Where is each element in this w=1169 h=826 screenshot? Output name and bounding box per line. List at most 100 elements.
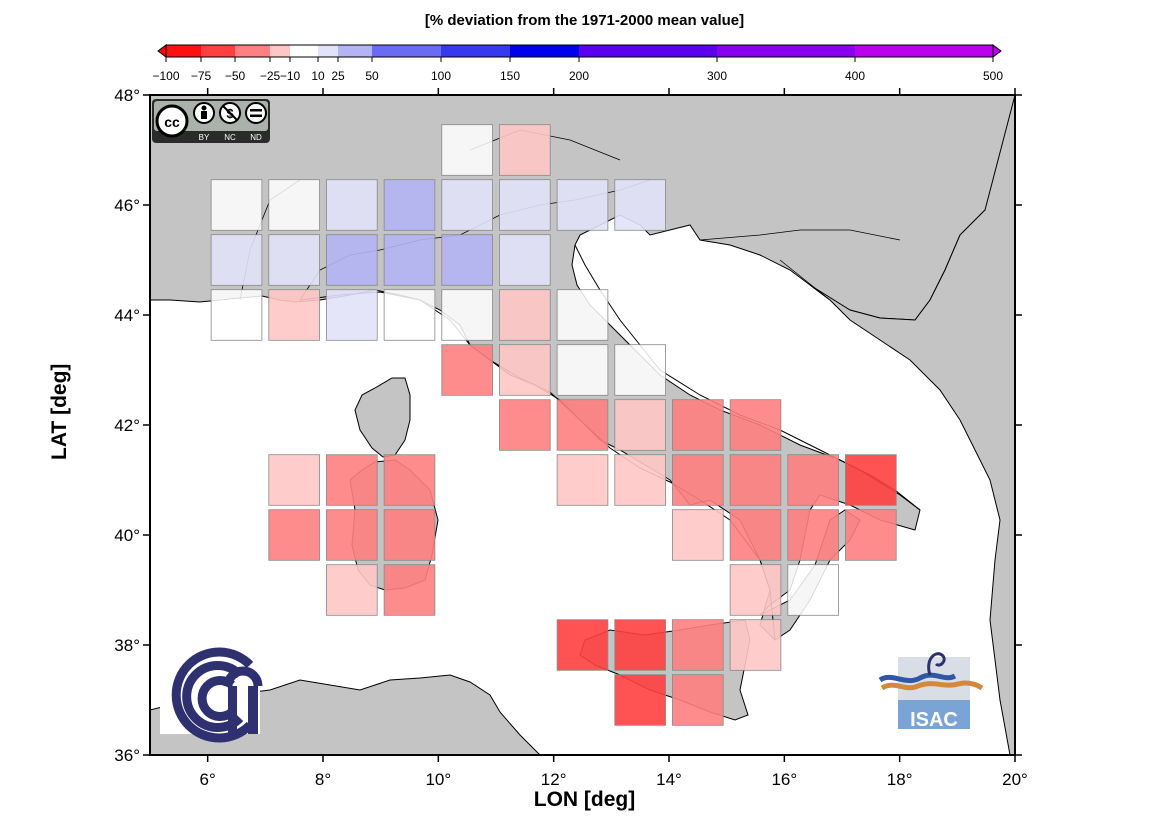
grid-cell (672, 399, 724, 451)
x-tick-label: 14° (656, 770, 682, 789)
colorbar-bin (855, 45, 993, 57)
grid-cell (499, 179, 551, 231)
grid-cell (268, 454, 320, 506)
grid-cell (672, 674, 724, 726)
grid-cell (441, 179, 493, 231)
grid-cell (556, 289, 609, 341)
x-tick-label: 6° (200, 770, 216, 789)
grid-cell (614, 619, 666, 671)
grid-cell (326, 454, 378, 506)
colorbar-tick-label: −10 (280, 69, 301, 83)
x-tick-label: 8° (315, 770, 331, 789)
grid-cell (614, 454, 666, 506)
grid-cell (268, 234, 320, 286)
grid-cell (729, 564, 782, 616)
colorbar-tick-label: −100 (152, 69, 179, 83)
grid-cell (499, 289, 551, 341)
colorbar-bin (372, 45, 441, 57)
colorbar-tick-label: 50 (365, 69, 379, 83)
grid-cell (383, 564, 436, 616)
grid-cell (268, 509, 320, 561)
grid-cell (729, 619, 782, 671)
map-axes: 6° 8° 10° 12° 14° 16° 18° 20° 36° 38° 40° 42° 44° 46°… (114, 86, 1028, 789)
grid-cell (383, 179, 436, 231)
grid-cell (787, 454, 839, 506)
x-tick-label: 18° (887, 770, 913, 789)
colorbar-bin (201, 45, 235, 57)
cc-term-nc: NC (224, 133, 236, 142)
y-tick-label: 46° (114, 196, 140, 215)
cc-term-by: BY (199, 133, 210, 142)
colorbar-bin (510, 45, 579, 57)
grid-cell (672, 509, 724, 561)
grid-cell (268, 179, 320, 231)
grid-cell (499, 399, 551, 451)
grid-cell (845, 454, 897, 506)
grid-cell (787, 564, 839, 616)
grid-cell (441, 124, 493, 176)
grid-cell (383, 454, 436, 506)
grid-cell (729, 399, 782, 451)
colorbar-tick-label: 150 (500, 69, 520, 83)
y-tick-label: 38° (114, 636, 140, 655)
colorbar-bin (270, 45, 290, 57)
colorbar-tick-label: 100 (431, 69, 451, 83)
colorbar: −100 −75 −50 −25 −10 10 25 50 100 150 200 300 400 500 (152, 44, 1003, 83)
cc-license-badge: cc $ BY NC ND (152, 99, 270, 143)
island-corsica (354, 377, 411, 458)
grid-cell (556, 454, 609, 506)
colorbar-tick-label: 400 (845, 69, 865, 83)
grid-cell (614, 179, 666, 231)
cc-term-nd: ND (250, 133, 262, 142)
grid-cell (210, 179, 263, 231)
grid-cell (556, 399, 609, 451)
grid-cell (499, 344, 551, 396)
grid-cell (845, 509, 897, 561)
cnr-logo (160, 647, 263, 743)
grid-cell (441, 289, 493, 341)
grid-cell (383, 234, 436, 286)
x-tick-label: 16° (771, 770, 797, 789)
grid-cell (268, 289, 320, 341)
grid-cell (614, 344, 666, 396)
grid-cell (499, 124, 551, 176)
cc-icon (155, 104, 189, 138)
cc-label: cc (164, 114, 180, 130)
grid-cell (210, 289, 263, 341)
isac-label: ISAC (910, 709, 958, 731)
colorbar-bin (441, 45, 510, 57)
grid-cell (672, 619, 724, 671)
grid-cell (441, 344, 493, 396)
colorbar-tick-label: −25 (260, 69, 281, 83)
x-tick-label: 10° (425, 770, 451, 789)
grid-cell (729, 509, 782, 561)
grid-cell (499, 234, 551, 286)
colorbar-tick-label: 25 (331, 69, 345, 83)
colorbar-bin (717, 45, 855, 57)
grid-cell (326, 564, 378, 616)
colorbar-bin (235, 45, 270, 57)
colorbar-bin (338, 45, 372, 57)
grid-cell (787, 509, 839, 561)
y-tick-label: 36° (114, 746, 140, 765)
grid-cell (383, 289, 436, 341)
colorbar-bin (579, 45, 717, 57)
x-tick-label: 20° (1002, 770, 1028, 789)
grid-cell (326, 179, 378, 231)
grid-cell (210, 234, 263, 286)
x-axis-title: LON [deg] (533, 788, 636, 811)
colorbar-tick-label: 200 (569, 69, 589, 83)
colorbar-tick-label: 500 (983, 69, 1003, 83)
y-tick-label: 40° (114, 526, 140, 545)
grid-cell (614, 399, 666, 451)
colorbar-tick-label: −50 (225, 69, 246, 83)
grid-cell (556, 619, 609, 671)
map-area: 6° 8° 10° 12° 14° 16° 18° 20° 36° 38° 40° 42° 44° 46°… (114, 86, 1028, 789)
x-tick-label: 12° (541, 770, 567, 789)
colorbar-bin (166, 45, 201, 57)
grid-cell (441, 234, 493, 286)
colorbar-tick-label: 300 (707, 69, 727, 83)
anomaly-grid (210, 124, 897, 726)
colorbar-title: [% deviation from the 1971-2000 mean val… (424, 12, 745, 29)
